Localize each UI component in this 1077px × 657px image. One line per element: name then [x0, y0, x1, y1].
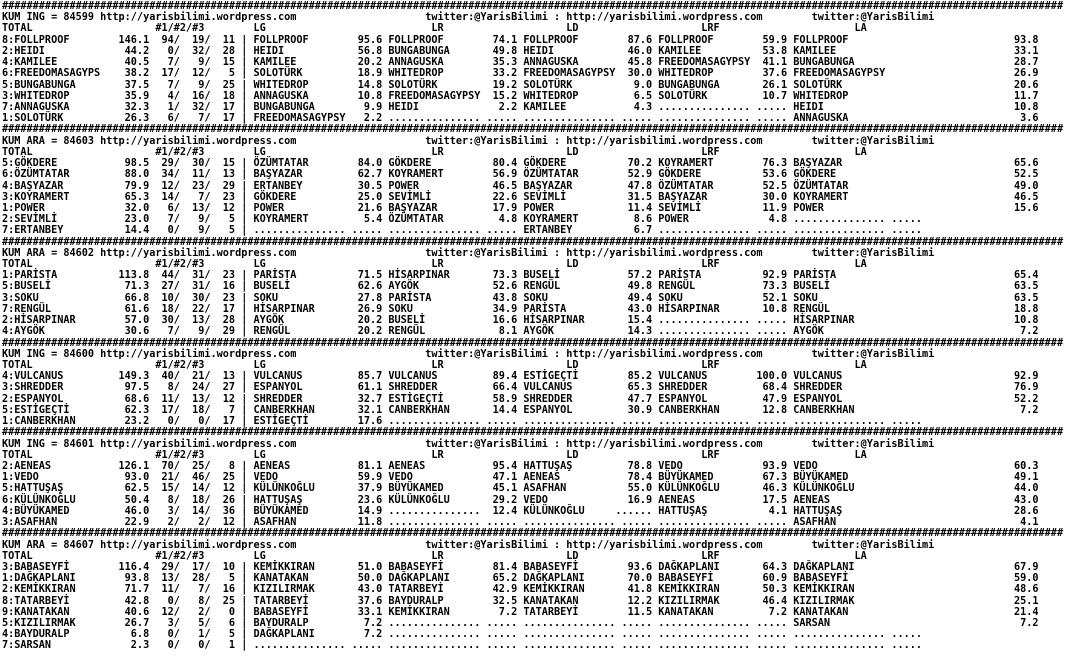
terminal-output: ########################################… [2, 1, 1064, 652]
